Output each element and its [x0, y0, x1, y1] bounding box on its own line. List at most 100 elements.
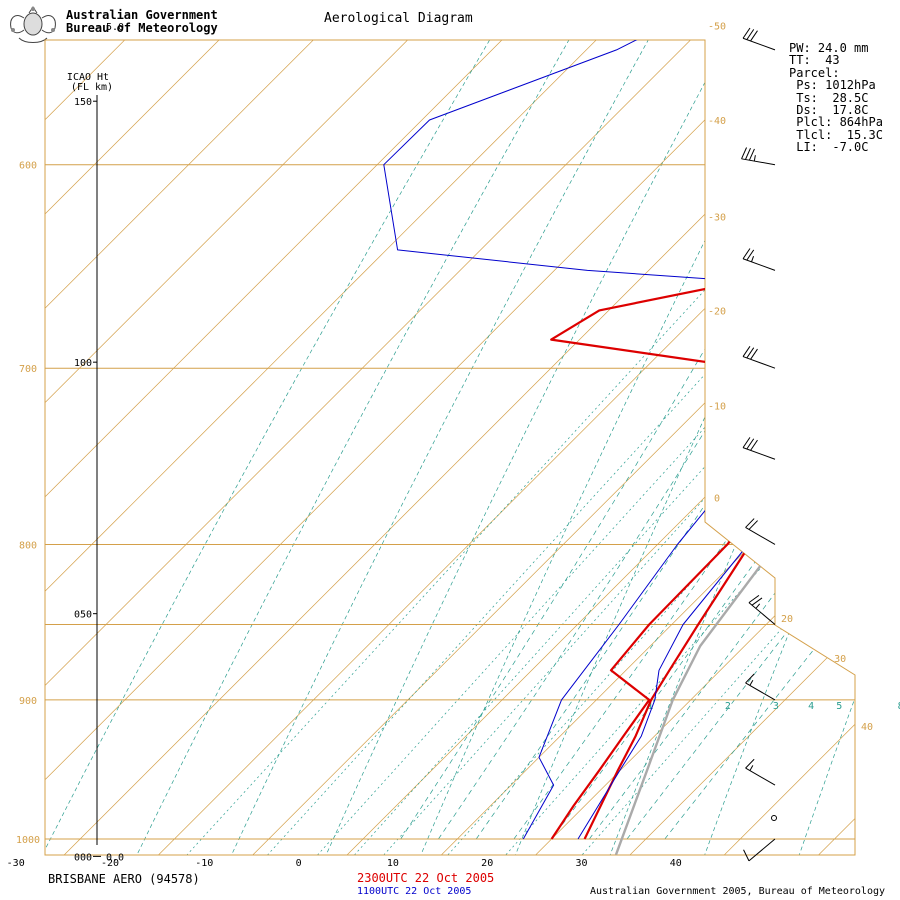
isobar-lines	[45, 164, 855, 840]
temperature-axis-label: 30	[575, 858, 587, 869]
copyright: Australian Government 2005, Bureau of Me…	[590, 886, 886, 897]
icao-fl-label: 050	[74, 610, 92, 621]
mixing-ratio-label: 4	[808, 701, 814, 712]
wind-barb	[743, 838, 776, 862]
dry-adiabat-line	[208, 40, 855, 855]
moist-adiabat-line	[589, 40, 855, 840]
icao-km-label: 5.0	[106, 22, 124, 33]
temperature-axis-label: -20	[101, 858, 119, 869]
wind-barb	[745, 518, 776, 545]
isotherm-label: 30	[834, 654, 846, 665]
org-line-1: Australian Government	[66, 8, 218, 22]
tt-value: TT: 43	[789, 53, 840, 68]
info-panel: PW: 24.0 mm TT: 43 Parcel: Ps: 1012hPa Ts:…	[789, 42, 883, 154]
mixing-ratio-lines	[142, 96, 855, 855]
ts-value: Ts: 28.5C	[789, 90, 869, 105]
isotherm-line	[109, 40, 855, 855]
icao-axis-title: ICAO Ht	[67, 72, 109, 83]
pw-value: PW: 24.0 mm	[789, 41, 869, 55]
icao-km-label: 0.0	[106, 852, 124, 863]
surface-station-marker	[771, 815, 777, 821]
wind-barb	[742, 27, 776, 51]
isotherm-line	[45, 40, 855, 855]
mixing-ratio-label: 3	[773, 701, 779, 712]
mixing-ratio-line	[223, 96, 855, 855]
mixing-ratio-label: 2	[725, 701, 731, 712]
time-prev: 1100UTC 22 Oct 2005	[357, 886, 472, 897]
mixing-ratio-label: 1	[647, 701, 653, 712]
parcel-line	[614, 40, 855, 855]
isotherm-label: -20	[708, 306, 726, 317]
chart-frame	[44, 39, 856, 856]
temperature-axis-label: 40	[670, 858, 682, 869]
mixing-ratio-line	[273, 96, 855, 855]
temperature-axis-label: 10	[387, 858, 399, 869]
temperature-axis-label: -30	[7, 858, 25, 869]
li-value: LI: -7.0C	[789, 140, 869, 155]
mixing-ratio-line	[339, 96, 855, 855]
chart-title: Aerological Diagram	[324, 11, 473, 26]
plcl-value: Plcl: 864hPa	[789, 115, 883, 130]
isotherm-label: -40	[708, 116, 726, 127]
pressure-label: 800	[19, 540, 37, 551]
mixing-ratio-line	[142, 96, 855, 855]
axis-labels: 1000900800700600500400300200-30-20-10010…	[7, 22, 900, 869]
mixing-ratio-line	[310, 96, 855, 855]
moist-adiabat-line	[438, 40, 855, 840]
ps-value: Ps: 1012hPa	[789, 78, 876, 93]
moist-adiabat-line	[626, 40, 855, 840]
parcel-heading: Parcel:	[789, 65, 840, 80]
pressure-label: 600	[19, 161, 37, 172]
station-name: BRISBANE AERO (94578)	[48, 872, 200, 886]
dry-adiabat-lines	[45, 40, 855, 855]
moist-adiabat-lines	[400, 40, 855, 840]
mixing-ratio-label: 5	[836, 701, 842, 712]
icao-fl-label: 000	[74, 852, 92, 863]
wind-barb	[745, 673, 776, 701]
isotherm-label: 40	[861, 722, 873, 733]
isotherm-label: -50	[708, 22, 726, 33]
pressure-label: 1000	[16, 835, 40, 846]
isotherm-label: -10	[708, 401, 726, 412]
dry-adiabat-line	[304, 40, 855, 855]
moist-adiabat-line	[475, 40, 855, 840]
isotherm-label: -30	[708, 212, 726, 223]
wind-barb	[742, 248, 776, 271]
temperature-axis-label: -10	[195, 858, 213, 869]
icao-fl-label: 100	[74, 358, 92, 369]
org-line-2: Bureau of Meteorology	[66, 21, 218, 35]
tlcl-value: Tlcl: 15.3C	[789, 127, 883, 142]
isotherm-label: 0	[714, 493, 720, 504]
plot-border	[44, 39, 856, 856]
temperature-axis-label: 20	[481, 858, 493, 869]
icao-fl-label: 150	[74, 97, 92, 108]
dewpoint-line	[550, 40, 855, 840]
mixing-ratio-line	[404, 96, 855, 855]
icao-axis-subtitle: (FL km)	[71, 82, 113, 93]
wind-barb	[745, 758, 776, 786]
wind-barbs	[741, 27, 777, 862]
isotherm-label: 20	[781, 614, 793, 625]
mixing-ratio-line	[462, 96, 855, 855]
moist-adiabat-line	[551, 40, 855, 840]
wind-barb	[748, 594, 776, 625]
temperature-axis-label: 0	[296, 858, 302, 869]
dry-adiabat-line	[45, 40, 855, 855]
wind-barb	[742, 437, 776, 460]
pressure-label: 700	[19, 364, 37, 375]
crest-icon	[10, 6, 56, 43]
ds-value: Ds: 17.8C	[789, 103, 869, 118]
time-main: 2300UTC 22 Oct 2005	[357, 871, 495, 885]
wind-barb	[741, 147, 776, 166]
previous-temperature-line	[577, 40, 855, 840]
wind-barb	[742, 346, 776, 369]
